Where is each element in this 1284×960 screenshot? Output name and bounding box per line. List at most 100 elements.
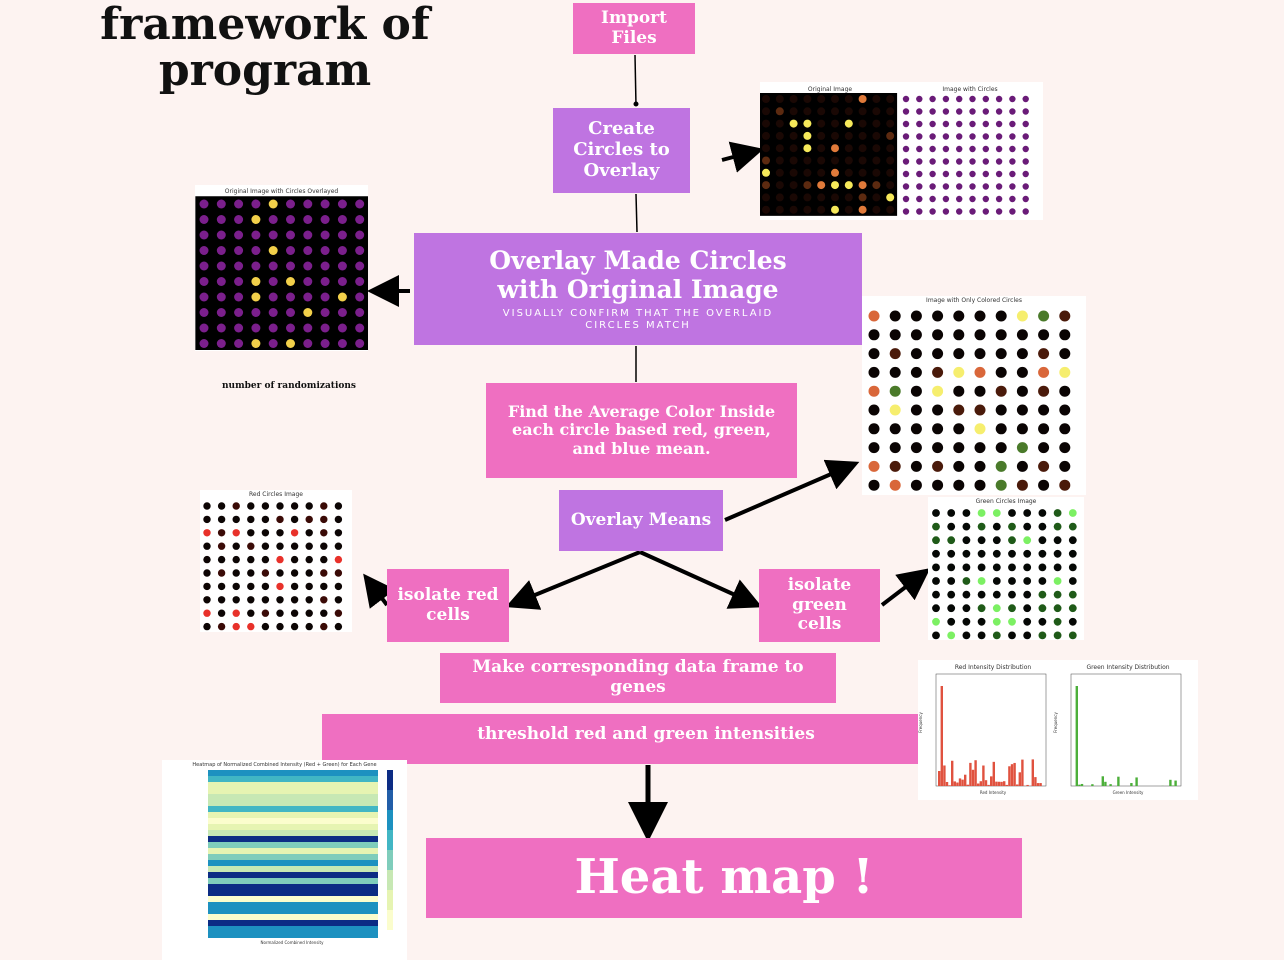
- shape: [982, 145, 989, 153]
- shape: [872, 119, 881, 128]
- shape: [992, 549, 1001, 558]
- shape: [962, 577, 971, 585]
- shape: [858, 205, 867, 214]
- shape: [199, 230, 209, 240]
- shape: [199, 199, 209, 209]
- shape: [261, 529, 270, 537]
- shape: [969, 120, 976, 128]
- shape: [337, 215, 347, 224]
- shape: [803, 205, 812, 214]
- shape: [929, 133, 936, 140]
- shape: [268, 339, 278, 348]
- shape: [251, 292, 261, 302]
- shape: [762, 156, 770, 165]
- shape: [355, 199, 365, 209]
- shape: [290, 596, 299, 604]
- shape: [305, 596, 313, 604]
- shape: [199, 261, 209, 271]
- shape: [355, 308, 365, 317]
- shape: [974, 404, 986, 416]
- shape: [1005, 784, 1008, 786]
- shape: [932, 604, 940, 613]
- shape: [203, 529, 211, 537]
- image: [195, 196, 368, 351]
- shape: [247, 529, 255, 537]
- shape: [902, 195, 910, 203]
- shape: [208, 818, 378, 824]
- shape: [789, 119, 798, 128]
- shape: [334, 515, 343, 524]
- shape: [305, 609, 313, 617]
- node-label: Overlay Made Circles with Original Image: [489, 245, 787, 304]
- shape: [320, 555, 328, 564]
- thumbnail: Heatmap of Normalized Combined Intensity…: [162, 760, 407, 960]
- shape: [977, 617, 986, 626]
- shape: [872, 107, 881, 116]
- shape: [203, 542, 211, 550]
- thumbnail: Red Intensity Distribution Green Intensi…: [918, 660, 1198, 800]
- shape: [775, 205, 784, 214]
- shape: [974, 310, 986, 322]
- shape: [1008, 631, 1016, 640]
- shape: [956, 183, 963, 190]
- shape: [247, 542, 255, 550]
- shape: [858, 181, 867, 190]
- shape: [320, 215, 330, 224]
- shape: [910, 329, 922, 341]
- shape: [889, 423, 901, 435]
- shape: [387, 790, 393, 810]
- shape: [276, 609, 284, 617]
- shape: [762, 205, 770, 214]
- shape: [1009, 170, 1016, 178]
- shape: [953, 442, 965, 454]
- shape: [817, 131, 826, 140]
- shape: [1022, 183, 1029, 190]
- shape: [817, 95, 826, 103]
- shape: [1009, 133, 1016, 140]
- shape: [232, 569, 240, 577]
- image-title: Green Intensity Distribution: [1086, 664, 1170, 671]
- image-title: Heatmap of Normalized Combined Intensity…: [192, 762, 377, 768]
- shape: [1008, 522, 1016, 531]
- shape: [953, 366, 965, 378]
- image: [932, 509, 1077, 640]
- shape: [974, 385, 986, 397]
- shape: [844, 205, 853, 214]
- shape: [1068, 577, 1077, 585]
- shape: [969, 158, 976, 165]
- shape: [995, 145, 1003, 153]
- shape: [982, 133, 989, 140]
- shape: [1078, 784, 1081, 786]
- shape: [1009, 183, 1016, 190]
- shape: [1008, 617, 1016, 626]
- shape: [803, 181, 812, 190]
- shape: [962, 604, 971, 613]
- shape: [942, 120, 950, 128]
- shape: [995, 366, 1007, 378]
- shape: [929, 195, 936, 203]
- shape: [775, 193, 784, 202]
- shape: [916, 183, 923, 190]
- shape: [762, 168, 770, 177]
- shape: [290, 502, 299, 510]
- shape: [1053, 522, 1062, 531]
- shape: [1008, 766, 1011, 786]
- shape: [276, 596, 284, 604]
- shape: [387, 830, 393, 850]
- shape: [886, 205, 895, 214]
- shape: [1008, 590, 1016, 599]
- shape: [932, 549, 940, 558]
- shape: [992, 604, 1001, 613]
- shape: [974, 760, 977, 786]
- shape: [276, 529, 284, 537]
- shape: [1016, 366, 1028, 378]
- shape: [910, 423, 922, 435]
- shape: [217, 609, 226, 617]
- shape: [208, 848, 378, 854]
- shape: [775, 107, 784, 116]
- shape: [977, 509, 986, 517]
- shape: [1070, 673, 1182, 787]
- shape: [789, 107, 798, 116]
- shape: [1053, 549, 1062, 558]
- shape: [1026, 784, 1029, 786]
